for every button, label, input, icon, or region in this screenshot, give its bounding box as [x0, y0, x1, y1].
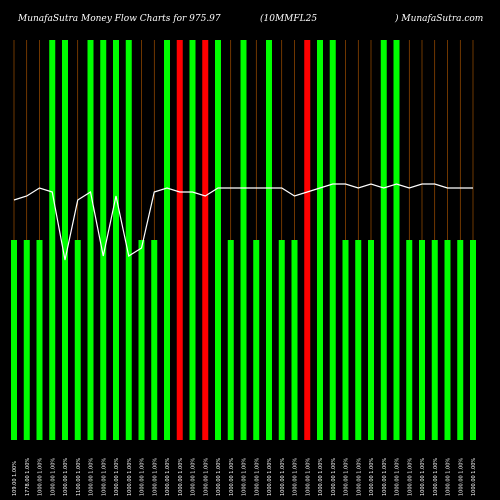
bar — [100, 40, 107, 440]
bar — [457, 240, 464, 440]
header-left: MunafaSutra Money Flow Charts for 975.97 — [17, 14, 221, 24]
x-tick-label: 1000.00 1.00% — [178, 458, 184, 496]
bar — [125, 40, 132, 440]
bar — [291, 240, 298, 440]
bar — [431, 240, 438, 440]
bar — [189, 40, 196, 440]
x-tick-label: 1000.00 1.00% — [420, 458, 426, 496]
bar — [176, 40, 183, 440]
x-tick-label: 1000.00 1.00% — [191, 458, 197, 496]
bar — [317, 40, 323, 440]
x-tick-label: 1000.00 1.00% — [63, 458, 69, 496]
bar — [329, 40, 336, 440]
bar — [393, 40, 400, 440]
x-tick-label: 1000.00 1.00% — [407, 458, 413, 496]
x-tick-label: 1000.00 1.00% — [50, 458, 56, 496]
x-tick-label: 1000.00 1.00% — [369, 458, 375, 496]
bar — [49, 40, 56, 440]
x-tick-label: 1000.00 1.00% — [38, 458, 44, 496]
x-tick-label: 1100.00 1.00% — [76, 458, 82, 496]
bar — [23, 240, 30, 440]
bar — [202, 40, 209, 440]
bar — [419, 240, 425, 440]
x-tick-label: 1000.00 1.00% — [140, 458, 146, 496]
x-tick-label: 1000.00 1.00% — [331, 458, 337, 496]
x-tick-label: 1000.00 1.00% — [267, 458, 273, 496]
bar — [11, 240, 17, 440]
bar — [380, 40, 387, 440]
x-tick-label: 1000.00 1.00% — [318, 458, 324, 496]
header-right: ) MunafaSutra.com — [394, 13, 483, 24]
x-tick-label: 1000.00 1.00% — [471, 458, 477, 496]
bar — [62, 40, 68, 440]
bar — [278, 240, 285, 440]
x-tick-label: 1000.00 1.00% — [446, 458, 452, 496]
bar — [342, 240, 349, 440]
x-tick-label: 1000.00 1.00% — [344, 458, 350, 496]
header-middle: (10MMFL25 — [260, 13, 317, 24]
x-tick-label: 1000.00 1.00% — [152, 458, 158, 496]
x-tick-label: 1000.00 1.00% — [433, 458, 439, 496]
x-tick-label: 1000.00 1.00% — [216, 458, 222, 496]
bar — [406, 240, 413, 440]
x-tick-label: 1000.00 1.00% — [293, 458, 299, 496]
x-tick-label: 109.00 1.00% — [12, 461, 18, 496]
bar — [113, 40, 119, 440]
x-tick-label: 1000.00 1.00% — [280, 458, 286, 496]
x-tick-label: 1000.00 1.00% — [127, 458, 133, 496]
bar — [151, 240, 158, 440]
bar — [470, 240, 476, 440]
bar — [227, 240, 234, 440]
bar — [368, 240, 374, 440]
bar — [266, 40, 272, 440]
x-tick-label: 1000.00 1.00% — [229, 458, 235, 496]
x-tick-label: 1000.00 1.00% — [242, 458, 248, 496]
bar — [355, 240, 362, 440]
x-tick-label: 1000.00 1.00% — [89, 458, 95, 496]
x-tick-label: 1000.00 1.00% — [305, 458, 311, 496]
x-tick-label: 1000.00 1.00% — [356, 458, 362, 496]
money-flow-line — [13, 183, 473, 261]
x-tick-label: 1000.00 1.00% — [458, 458, 464, 496]
bar — [253, 240, 260, 440]
bar — [87, 40, 94, 440]
bar — [138, 240, 145, 440]
x-tick-label: 1000.00 1.00% — [254, 458, 260, 496]
bar — [36, 240, 43, 440]
bar — [74, 240, 81, 440]
bar — [164, 40, 170, 440]
x-tick-label: 1000.00 1.00% — [203, 458, 209, 496]
bar — [444, 240, 451, 440]
x-tick-label: 1000.00 1.00% — [114, 458, 120, 496]
bar — [215, 40, 221, 440]
bars — [11, 40, 476, 440]
bar — [240, 40, 247, 440]
x-tick-label: 1000.00 1.00% — [165, 458, 171, 496]
x-tick-label: 1778.00 1.00% — [25, 458, 31, 496]
x-tick-label: 1000.00 1.00% — [395, 458, 401, 496]
bar — [304, 40, 311, 440]
x-tick-label: 1000.00 1.00% — [382, 458, 388, 496]
x-tick-label: 1000.00 1.00% — [101, 458, 107, 496]
x-tick-labels: 109.00 1.00% 1778.00 1.00% 1000.00 1.00% 10… — [12, 458, 477, 496]
